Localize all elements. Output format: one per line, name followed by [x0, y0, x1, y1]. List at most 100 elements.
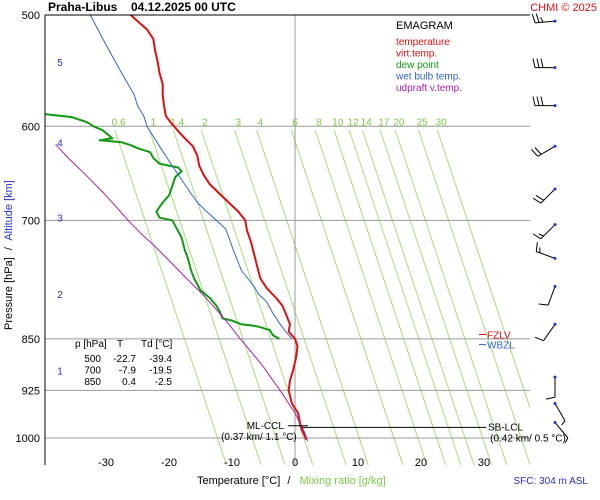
- barb-staff: [547, 286, 556, 306]
- series-dew-point: [45, 113, 280, 340]
- barb-full-feather: [535, 13, 540, 23]
- wbzl-label: WBZL: [487, 341, 515, 352]
- barb-full-feather: [540, 96, 544, 106]
- barb-station-dot: [553, 401, 557, 405]
- barb-staff: [540, 188, 556, 204]
- altitude-tick-labels: 5 4 3 2 1: [57, 58, 63, 377]
- x-axis-title: Temperature [°C] / Mixing ratio [g/kg]: [197, 475, 386, 487]
- table-header-1: T: [117, 339, 123, 350]
- wind-barb-745: [535, 242, 557, 260]
- sb-lcl-sub: (0.42 km/ 0.5 °C): [490, 433, 566, 444]
- barb-station-dot: [553, 66, 557, 70]
- mixing-label-20: 20: [393, 117, 405, 128]
- mixing-label-2: 2: [202, 117, 208, 128]
- pressure-tick-600: 600: [22, 121, 40, 133]
- mixing-label-10: 10: [332, 117, 344, 128]
- pressure-tick-1000: 1000: [16, 433, 40, 445]
- barb-staff: [540, 224, 556, 240]
- barb-full-feather: [536, 58, 540, 68]
- mixing-line-20: [394, 129, 508, 465]
- mixing-line-4: [256, 129, 369, 465]
- y-axis-title: Pressure [hPa] / Altitude [km]: [3, 180, 15, 330]
- mixing-label-6: 6: [292, 117, 298, 128]
- legend-item-parcel: udpraft v.temp.: [396, 83, 462, 94]
- pressure-tick-labels: 500 600 700 850 925 1000: [16, 10, 40, 445]
- wind-barb-945: [553, 401, 566, 426]
- barb-full-feather: [534, 147, 542, 155]
- mixing-label-3: 3: [236, 117, 242, 128]
- table-header-0: p [hPa]: [75, 339, 107, 350]
- table-cell-2-2: -2.5: [155, 377, 173, 388]
- temperature-tick-30: 30: [478, 457, 490, 469]
- mixing-label-4: 4: [258, 117, 264, 128]
- barb-station-dot: [553, 19, 557, 23]
- x-axis-mixing-label: Mixing ratio [g/kg]: [299, 475, 385, 487]
- temperature-tick-10: 10: [352, 457, 364, 469]
- table-header-2: Td [°C]: [141, 339, 172, 350]
- fzlv-label: FZLV: [487, 330, 511, 341]
- wind-barb-705: [532, 223, 557, 240]
- mixing-ratio-labels: 0.6 1 1.4 2 3 4 6 8 10 12 14 17 20 25 30: [112, 117, 448, 128]
- barb-full-feather: [532, 233, 542, 240]
- table-cell-0-2: -39.4: [149, 354, 172, 365]
- table-cell-0-1: -22.7: [113, 354, 136, 365]
- pressure-tick-850: 850: [22, 334, 40, 346]
- mixing-line-30: [436, 129, 530, 410]
- barb-station-dot: [553, 284, 557, 288]
- barb-full-feather: [531, 13, 536, 23]
- barb-full-feather: [532, 197, 542, 204]
- isobar-gridlines: [45, 125, 530, 439]
- legend-title: EMAGRAM: [396, 20, 453, 32]
- pressure-tick-700: 700: [22, 215, 40, 227]
- series-wet-bulb-temp-: [89, 15, 293, 340]
- mixing-line-3: [234, 129, 347, 465]
- wind-barb-580: [532, 96, 557, 108]
- table-cell-2-1: 0.4: [122, 377, 136, 388]
- mixing-line-0_6: [114, 129, 227, 465]
- mixing-label-17: 17: [378, 117, 390, 128]
- credit: CHMI © 2025: [530, 2, 597, 14]
- x-axis-temperature-label: Temperature [°C]: [197, 475, 280, 487]
- barb-station-dot: [553, 322, 557, 326]
- wind-barb-905: [545, 375, 557, 400]
- mixing-line-14: [361, 129, 475, 465]
- barb-full-feather: [531, 149, 539, 157]
- wind-barb-620: [531, 144, 557, 157]
- barb-half-feather: [538, 233, 544, 237]
- barb-full-feather: [534, 336, 544, 342]
- pressure-tick-925: 925: [22, 385, 40, 397]
- altitude-tick-2: 2: [57, 290, 63, 301]
- surface-elevation: SFC: 304 m ASL: [514, 476, 589, 487]
- barb-half-feather: [540, 17, 544, 23]
- barb-station-dot: [553, 144, 557, 148]
- mixing-line-8: [314, 129, 428, 465]
- mixing-line-1_4: [172, 129, 286, 465]
- mixing-label-30: 30: [436, 117, 448, 128]
- legend-item-temperature: temperature: [396, 37, 450, 48]
- datetime: 04.12.2025 00 UTC: [131, 0, 236, 14]
- wind-barb-665: [532, 187, 557, 204]
- temperature-tick-m10: -10: [224, 457, 240, 469]
- barb-full-feather: [540, 58, 544, 68]
- series-temperature: [129, 15, 308, 441]
- mixing-line-25: [418, 129, 530, 465]
- y-axis-pressure-label: Pressure [hPa]: [3, 257, 15, 330]
- table-cell-1-2: -19.5: [149, 366, 172, 377]
- mixing-line-10: [333, 129, 447, 465]
- mixing-label-1_4: 1.4: [170, 117, 184, 128]
- barb-station-dot: [553, 104, 557, 108]
- pressure-tick-500: 500: [22, 10, 40, 22]
- legend-item-dew: dew point: [396, 60, 439, 71]
- temperature-tick-20: 20: [415, 457, 427, 469]
- altitude-tick-1: 1: [57, 366, 63, 377]
- wind-barb-830: [534, 322, 557, 342]
- y-axis-altitude-label: Altitude [km]: [3, 180, 15, 241]
- barb-station-dot: [553, 375, 557, 379]
- wind-barb-780: [538, 284, 557, 306]
- series-udpraft-v-temp-: [55, 143, 309, 442]
- x-axis-separator: /: [287, 475, 291, 487]
- barb-half-feather: [564, 437, 569, 443]
